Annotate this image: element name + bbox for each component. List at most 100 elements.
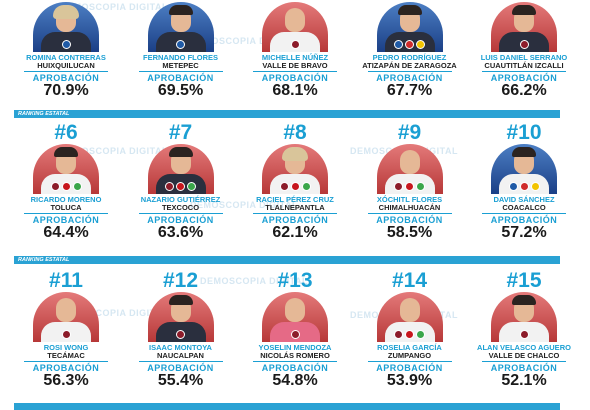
party-morena-icon (176, 330, 185, 339)
approval-label: APROBACIÓN (147, 363, 214, 373)
watermark: DEMOSCOPIA DIGITAL (190, 200, 298, 210)
approval-label: APROBACIÓN (32, 215, 100, 225)
party-pt-icon (405, 182, 414, 191)
candidate-photo (376, 2, 443, 52)
ranking-bar: RANKING ESTATAL (14, 110, 560, 118)
approval-label: APROBACIÓN (490, 363, 558, 373)
candidate-card: #9 XÓCHITL FLORES CHIMALHUACÁN APROBACIÓ… (358, 122, 462, 241)
candidate-photo (376, 144, 443, 194)
candidate-municipality: CHIMALHUACÁN (378, 203, 441, 212)
candidate-card: LUIS DANIEL SERRANO CUAUTITLÁN IZCALLI A… (472, 2, 576, 99)
approval-label: APROBACIÓN (261, 363, 329, 373)
candidate-card: #14 ROSELIA GARCÍA ZUMPANGO APROBACIÓN 5… (358, 270, 462, 389)
approval-value: 56.3% (43, 372, 89, 389)
candidate-card: #10 DAVID SÁNCHEZ COACALCO APROBACIÓN 57… (472, 122, 576, 241)
candidate-photo (491, 144, 557, 194)
candidate-photo (33, 2, 99, 52)
ranking-label: RANKING ESTATAL (18, 111, 70, 117)
candidate-municipality: TLALNEPANTLA (265, 203, 325, 212)
approval-value: 53.9% (386, 372, 433, 389)
approval-value: 58.5% (386, 224, 433, 241)
candidate-photo (376, 292, 443, 342)
approval-label: APROBACIÓN (376, 363, 443, 373)
approval-value: 54.8% (272, 372, 318, 389)
candidate-municipality: NICOLÁS ROMERO (260, 351, 330, 360)
watermark: DEMOSCOPIA DIGITAL (190, 36, 298, 46)
candidate-name: PEDRO RODRÍGUEZ (372, 53, 447, 62)
party-pri-icon (405, 40, 414, 49)
party-pri-icon (519, 182, 529, 191)
candidate-name: MICHELLE NÚÑEZ (261, 53, 329, 62)
approval-label: APROBACIÓN (376, 215, 443, 225)
party-pvem-icon (416, 330, 425, 339)
candidate-photo (262, 144, 328, 194)
candidate-name: RICARDO MORENO (30, 195, 102, 204)
candidate-municipality: ATIZAPÁN DE ZARAGOZA (362, 61, 457, 70)
approval-value: 57.2% (501, 224, 547, 241)
party-pt-icon (61, 182, 71, 191)
ranking-bar: RANKING ESTATAL (14, 256, 560, 264)
candidate-municipality: VALLE DE CHALCO (488, 351, 560, 360)
approval-label: APROBACIÓN (261, 73, 329, 83)
approval-value: 64.4% (43, 224, 89, 241)
party-prd-icon (530, 182, 540, 191)
candidate-card: PEDRO RODRÍGUEZ ATIZAPÁN DE ZARAGOZA APR… (358, 2, 462, 99)
candidate-municipality: VALLE DE BRAVO (262, 61, 328, 70)
candidate-name: NAZARIO GUTIÉRREZ (140, 195, 221, 204)
candidate-municipality: METEPEC (162, 61, 199, 70)
party-pvem-icon (416, 182, 425, 191)
rank-number: #15 (506, 269, 542, 292)
party-morena-icon (394, 330, 403, 339)
rank-number: #13 (277, 269, 313, 292)
party-morena-icon (50, 182, 60, 191)
ranking-row-3: #11 ROSI WONG TECÁMAC APROBACIÓN 56.3% #… (0, 270, 590, 389)
approval-value: 69.5% (157, 82, 204, 99)
approval-value: 63.6% (157, 224, 204, 241)
candidate-municipality: CUAUTITLÁN IZCALLI (484, 61, 564, 70)
candidate-photo (147, 144, 214, 194)
candidate-card: #7 NAZARIO GUTIÉRREZ TEXCOCO APROBACIÓN … (129, 122, 233, 241)
ranking-row-1: ROMINA CONTRERAS HUIXQUILUCAN APROBACIÓN… (0, 2, 590, 99)
ranking-label: RANKING ESTATAL (18, 257, 70, 263)
candidate-card: ROMINA CONTRERAS HUIXQUILUCAN APROBACIÓN… (14, 2, 118, 99)
party-morena-icon (61, 330, 71, 339)
ranking-row-2: #6 RICARDO MORENO TOLUCA APROBACIÓN 64.4… (0, 122, 590, 241)
approval-label: APROBACIÓN (147, 215, 214, 225)
candidate-card: #15 ALAN VELASCO AGUERO VALLE DE CHALCO … (472, 270, 576, 389)
rank-number: #12 (162, 269, 199, 292)
approval-label: APROBACIÓN (490, 73, 558, 83)
approval-label: APROBACIÓN (147, 73, 214, 83)
candidate-photo (147, 292, 214, 342)
ranking-bar (14, 403, 560, 410)
candidate-name: ROSELIA GARCÍA (377, 343, 442, 352)
watermark: DEMOSCOPIA DIGITAL (60, 146, 168, 156)
approval-label: APROBACIÓN (261, 215, 329, 225)
party-pt-icon (176, 182, 185, 191)
candidate-card: #13 YOSELIN MENDOZA NICOLÁS ROMERO APROB… (243, 270, 347, 389)
candidate-name: LUIS DANIEL SERRANO (480, 53, 568, 62)
candidate-photo (262, 292, 328, 342)
candidate-card: #6 RICARDO MORENO TOLUCA APROBACIÓN 64.4… (14, 122, 118, 241)
candidate-municipality: COACALCO (502, 203, 546, 212)
candidate-name: ROMINA CONTRERAS (26, 53, 106, 62)
party-pvem-icon (187, 182, 196, 191)
approval-value: 68.1% (272, 82, 318, 99)
candidate-name: FERNANDO FLORES (143, 53, 218, 62)
party-pan-icon (176, 40, 185, 49)
candidate-card: #8 RACIEL PÉREZ CRUZ TLALNEPANTLA APROBA… (243, 122, 347, 241)
party-pan-icon (61, 40, 71, 49)
party-pvem-icon (72, 182, 82, 191)
party-pt-icon (405, 330, 414, 339)
party-morena-icon (290, 40, 300, 49)
watermark: DEMOSCOPIA DIGITAL (60, 2, 168, 12)
party-morena-icon (519, 40, 529, 49)
party-pt-icon (290, 182, 300, 191)
rank-number: #14 (391, 269, 428, 292)
candidate-card: FERNANDO FLORES METEPEC APROBACIÓN 69.5% (129, 2, 233, 99)
candidate-name: ROSI WONG (43, 343, 89, 352)
candidate-name: ISAAC MONTOYA (149, 343, 212, 352)
candidate-card: #12 ISAAC MONTOYA NAUCALPAN APROBACIÓN 5… (129, 270, 233, 389)
rank-number: #6 (54, 121, 78, 144)
approval-label: APROBACIÓN (376, 73, 443, 83)
